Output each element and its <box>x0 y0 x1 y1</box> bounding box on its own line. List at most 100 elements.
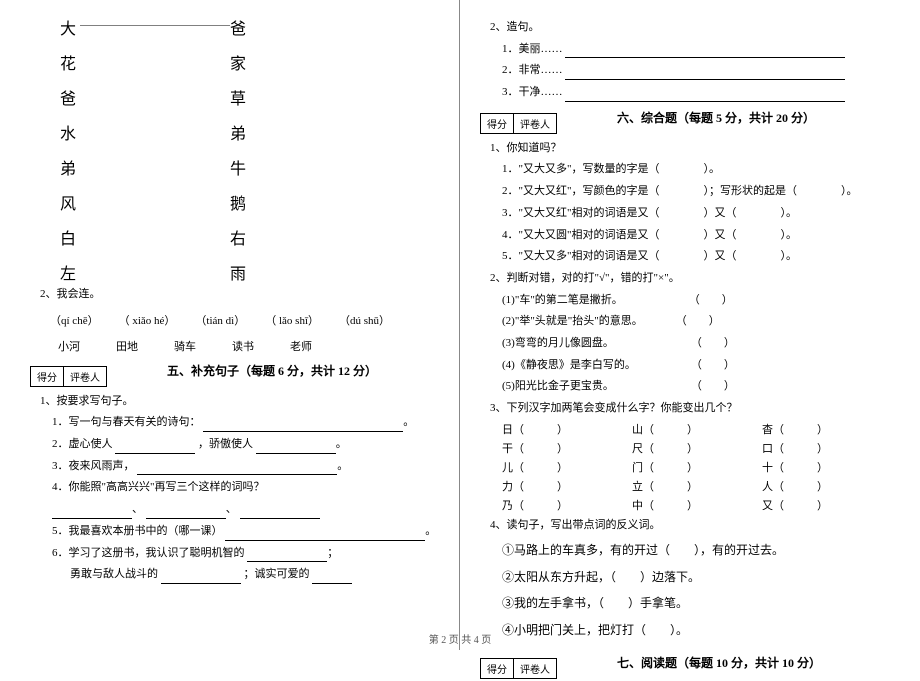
char-r-1: 家 <box>230 50 246 74</box>
rq2-1: 1．美丽…… <box>502 40 895 59</box>
r3-3-0: 力（ ） <box>502 478 632 494</box>
q1-1-text: 1．写一句与春天有关的诗句： <box>52 416 201 428</box>
r1-3: 3．"又大又红"相对的词语是又（ ）又（ ）。 <box>502 204 895 223</box>
q1-2b-text: ，骄傲使人 <box>198 438 253 450</box>
q1-6: 6．学习了这册书，我认识了聪明机智的 ； <box>52 544 441 563</box>
char-l-0: 大 <box>60 15 76 39</box>
r1-1: 1．"又大又多"，写数量的字是（ ）。 <box>502 160 895 179</box>
blank <box>312 572 352 584</box>
r2-1: (1)"车"的第二笔是撇折。 （ ） <box>502 291 895 310</box>
r4-3: ③我的左手拿书，（ ）手拿笔。 <box>502 593 895 613</box>
left-column: 大 爸 花 家 爸 草 水 弟 弟 牛 风 鹅 白 右 左 雨 2、我会连。 （… <box>0 0 460 650</box>
page-footer: 第 2 页 共 4 页 <box>0 631 920 646</box>
char-r-3: 弟 <box>230 120 246 144</box>
pinyin-1: （ xiǎo hé） <box>119 312 176 328</box>
q1-5-text: 5．我最喜欢本册书中的（哪一课） <box>52 525 223 537</box>
r3-2-0: 儿（ ） <box>502 459 632 475</box>
word-row: 小河 田地 骑车 读书 老师 <box>58 338 441 354</box>
score-label: 得分 <box>481 114 514 133</box>
pinyin-4: （dú shū） <box>339 312 390 328</box>
r2-3: (3)弯弯的月儿像圆盘。 （ ） <box>502 334 895 353</box>
blank <box>161 572 241 584</box>
char-r-0: 爸 <box>230 15 246 39</box>
score-box-6: 得分 评卷人 <box>480 113 557 134</box>
r3-row-1: 干（ ） 尺（ ） 口（ ） <box>502 440 895 456</box>
q1-4: 4．你能照"高高兴兴"再写三个这样的词吗？ <box>52 478 441 497</box>
r3-row-4: 乃（ ） 中（ ） 又（ ） <box>502 497 895 513</box>
word-2: 骑车 <box>174 338 196 354</box>
section-5-header: 得分 评卷人 五、补充句子（每题 6 分，共计 12 分） <box>30 358 441 389</box>
right-column: 2、造句。 1．美丽…… 2．非常…… 3．干净…… 得分 评卷人 六、综合题（… <box>460 0 920 650</box>
blank <box>247 550 327 562</box>
char-l-1: 花 <box>60 50 76 74</box>
q1-6b-text: 勇敢与敌人战斗的 <box>70 568 158 580</box>
char-l-3: 水 <box>60 120 76 144</box>
blank <box>203 420 403 432</box>
r3-1-2: 口（ ） <box>762 440 892 456</box>
grader-label: 评卷人 <box>514 659 556 678</box>
r1-label: 1、你知道吗？ <box>490 139 895 158</box>
score-label: 得分 <box>31 367 64 386</box>
q1-6c-text: ；诚实可爱的 <box>244 568 310 580</box>
r3-3-2: 人（ ） <box>762 478 892 494</box>
r2-4: (4)《静夜思》是李白写的。 （ ） <box>502 356 895 375</box>
q1-1: 1．写一句与春天有关的诗句： 。 <box>52 413 441 432</box>
r3-row-0: 日（ ） 山（ ） 杳（ ） <box>502 421 895 437</box>
q1-4-blanks: 、 、 <box>52 500 441 519</box>
blank <box>240 507 320 519</box>
word-3: 读书 <box>232 338 254 354</box>
rq2-2-text: 2．非常…… <box>502 64 563 76</box>
q2-label: 2、我会连。 <box>40 285 441 304</box>
rq2-3: 3．干净…… <box>502 83 895 102</box>
r3-0-2: 杳（ ） <box>762 421 892 437</box>
pinyin-0: （qí chē） <box>50 312 99 328</box>
char-r-7: 雨 <box>230 260 246 284</box>
r3-1-0: 干（ ） <box>502 440 632 456</box>
r3-label: 3、下列汉字加两笔会变成什么字？你能变出几个？ <box>490 399 895 418</box>
score-box-7: 得分 评卷人 <box>480 658 557 679</box>
r1-2: 2．"又大又红"，写颜色的字是（ ）；写形状的起是（ ）。 <box>502 182 895 201</box>
grader-label: 评卷人 <box>514 114 556 133</box>
word-0: 小河 <box>58 338 80 354</box>
section-7-header: 得分 评卷人 七、阅读题（每题 10 分，共计 10 分） <box>480 650 895 681</box>
r4-label: 4、读句子，写出带点词的反义词。 <box>490 516 895 535</box>
r3-0-1: 山（ ） <box>632 421 762 437</box>
char-l-5: 风 <box>60 190 76 214</box>
r2-2: (2)"举"头就是"抬头"的意思。 （ ） <box>502 312 895 331</box>
char-r-6: 右 <box>230 225 246 249</box>
blank <box>146 507 226 519</box>
q1-2: 2．虚心使人 ，骄傲使人 。 <box>52 435 441 454</box>
score-label: 得分 <box>481 659 514 678</box>
section-7-title: 七、阅读题（每题 10 分，共计 10 分） <box>617 650 821 671</box>
r3-4-0: 乃（ ） <box>502 497 632 513</box>
grader-label: 评卷人 <box>64 367 106 386</box>
word-4: 老师 <box>290 338 312 354</box>
r3-0-0: 日（ ） <box>502 421 632 437</box>
char-r-5: 鹅 <box>230 190 246 214</box>
q1-6b: 勇敢与敌人战斗的 ；诚实可爱的 <box>70 565 441 584</box>
char-l-7: 左 <box>60 260 76 284</box>
r3-4-1: 中（ ） <box>632 497 762 513</box>
r3-2-1: 门（ ） <box>632 459 762 475</box>
score-box-5: 得分 评卷人 <box>30 366 107 387</box>
r3-4-2: 又（ ） <box>762 497 892 513</box>
section-6-title: 六、综合题（每题 5 分，共计 20 分） <box>617 105 815 126</box>
blank <box>225 529 425 541</box>
r3-row-3: 力（ ） 立（ ） 人（ ） <box>502 478 895 494</box>
r3-row-2: 儿（ ） 门（ ） 十（ ） <box>502 459 895 475</box>
pinyin-3: （ lǎo shī） <box>265 312 319 328</box>
char-l-4: 弟 <box>60 155 76 179</box>
blank <box>256 442 336 454</box>
char-match-block: 大 爸 花 家 爸 草 水 弟 弟 牛 风 鹅 白 右 左 雨 <box>30 15 441 275</box>
pinyin-2: （tián dì） <box>195 312 245 328</box>
r1-4: 4．"又大又圆"相对的词语是又（ ）又（ ）。 <box>502 226 895 245</box>
blank <box>565 90 845 102</box>
q1-6a-text: 6．学习了这册书，我认识了聪明机智的 <box>52 547 245 559</box>
rq2-3-text: 3．干净…… <box>502 86 563 98</box>
blank <box>115 442 195 454</box>
pinyin-row: （qí chē） （ xiǎo hé） （tián dì） （ lǎo shī）… <box>50 312 441 328</box>
blank <box>565 46 845 58</box>
blank <box>52 507 132 519</box>
r2-5: (5)阳光比金子更宝贵。 （ ） <box>502 377 895 396</box>
r1-5: 5．"又大又多"相对的词语是又（ ）又（ ）。 <box>502 247 895 266</box>
